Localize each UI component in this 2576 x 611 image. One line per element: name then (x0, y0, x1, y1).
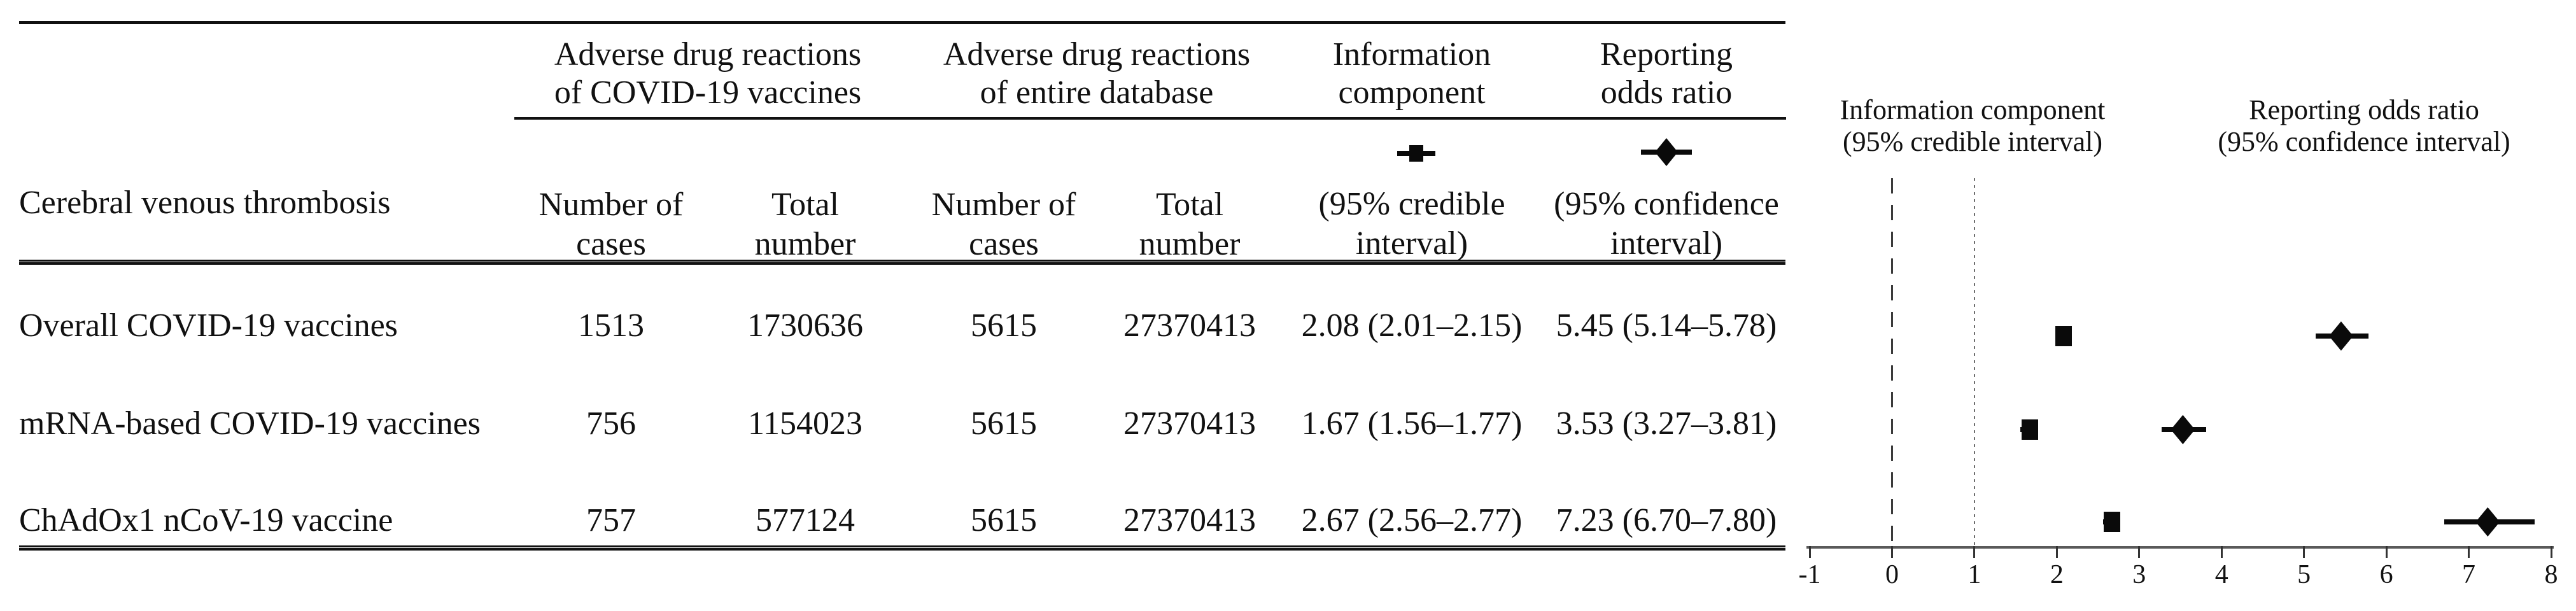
axis-tick-label: 2 (2050, 560, 2064, 589)
subheader-total-vaccines: Total number (710, 185, 901, 264)
diamond-marker-icon (2171, 415, 2195, 444)
subheader-line: Total (1155, 186, 1224, 223)
group-header-database-line1: Adverse drug reactions (943, 36, 1251, 73)
column-header-reporting-odds-ratio: Reporting odds ratio (1507, 36, 1826, 112)
cell-total-database: 27370413 (1123, 405, 1256, 442)
subheader-cases-database: Number of cases (908, 185, 1099, 264)
group-header-vaccines-line1: Adverse drug reactions (554, 36, 862, 73)
diamond-marker-icon (2475, 507, 2500, 537)
table-top-rule (19, 21, 1785, 24)
subheader-line: cases (576, 226, 646, 262)
axis-tick-label: 1 (1967, 560, 1981, 589)
cell-cases-database: 5615 (971, 502, 1037, 538)
subheader-line: interval) (1610, 225, 1723, 262)
diamond-marker-icon (1655, 138, 1678, 166)
plot-title-ror-line1: Reporting odds ratio (2249, 94, 2479, 125)
group-header-underline (514, 117, 1786, 120)
diamond-marker-icon (2328, 321, 2353, 351)
table-bottom-rule (19, 545, 1785, 551)
plot-title-information-component: Information component (95% credible inte… (1807, 94, 2138, 158)
axis-tick-label: 7 (2462, 560, 2476, 589)
axis-tick (2138, 546, 2141, 558)
subheader-line: Number of (538, 186, 684, 223)
ic-header-line1: Information (1332, 36, 1491, 73)
subheader-line: number (1139, 226, 1241, 262)
cell-reporting-odds-ratio: 7.23 (6.70–7.80) (1556, 502, 1777, 538)
cell-reporting-odds-ratio: 5.45 (5.14–5.78) (1556, 307, 1777, 344)
subheader-cases-vaccines: Number of cases (516, 185, 707, 264)
axis-tick (2385, 546, 2388, 558)
row-label: mRNA-based COVID-19 vaccines (19, 405, 481, 442)
axis-tick (2220, 546, 2223, 558)
square-marker-icon (1409, 145, 1423, 162)
cell-cases-vaccines: 1513 (578, 307, 644, 344)
ror-legend (1641, 137, 1692, 167)
subheader-line: interval) (1355, 225, 1468, 262)
plot-title-ic-line2: (95% credible interval) (1842, 126, 2103, 157)
group-header-database-line2: of entire database (980, 74, 1214, 111)
cell-cases-vaccines: 757 (586, 502, 636, 538)
square-marker-icon (2104, 512, 2121, 532)
cell-total-vaccines: 1730636 (747, 307, 863, 344)
axis-tick-label: 4 (2214, 560, 2228, 589)
square-marker-icon (2055, 326, 2072, 346)
subheader-line: cases (969, 226, 1039, 262)
axis-tick (2303, 546, 2305, 558)
plot-title-ic-line1: Information component (1840, 94, 2106, 125)
cell-information-component: 2.67 (2.56–2.77) (1301, 502, 1523, 538)
subheader-total-database: Total number (1094, 185, 1285, 264)
x-axis-line (1806, 546, 2554, 549)
axis-tick (2550, 546, 2552, 558)
axis-tick (2055, 546, 2058, 558)
cell-total-database: 27370413 (1123, 502, 1256, 538)
group-header-database: Adverse drug reactions of entire databas… (925, 36, 1269, 112)
plot-title-reporting-odds-ratio: Reporting odds ratio (95% confidence int… (2186, 94, 2542, 158)
cell-information-component: 1.67 (1.56–1.77) (1301, 405, 1523, 442)
axis-tick (1890, 546, 1893, 558)
subheader-line: number (754, 226, 856, 262)
axis-tick-label: 6 (2379, 560, 2393, 589)
table-mid-rule (19, 260, 1785, 265)
cell-total-database: 27370413 (1123, 307, 1256, 344)
subheader-credible-interval: (95% credible interval) (1284, 185, 1539, 263)
ic-header-line2: component (1338, 74, 1486, 111)
cell-information-component: 2.08 (2.01–2.15) (1301, 307, 1523, 344)
column-header-information-component: Information component (1253, 36, 1571, 112)
subheader-line: (95% credible (1318, 186, 1505, 222)
cell-cases-vaccines: 756 (586, 405, 636, 442)
row-label: Overall COVID-19 vaccines (19, 307, 398, 344)
stub-header: Cerebral venous thrombosis (19, 185, 391, 221)
subheader-line: Number of (931, 186, 1076, 223)
row-label: ChAdOx1 nCoV-19 vaccine (19, 502, 393, 538)
subheader-line: Total (771, 186, 840, 223)
axis-tick (1973, 546, 1976, 558)
plot-title-ror-line2: (95% confidence interval) (2218, 126, 2510, 157)
axis-tick (1808, 546, 1811, 558)
ic-legend (1397, 143, 1435, 164)
axis-tick (2468, 546, 2470, 558)
axis-tick-label: 5 (2297, 560, 2311, 589)
group-header-vaccines-line2: of COVID-19 vaccines (554, 74, 862, 111)
subheader-confidence-interval: (95% confidence interval) (1533, 185, 1800, 263)
group-header-vaccines: Adverse drug reactions of COVID-19 vacci… (536, 36, 880, 112)
ror-header-line1: Reporting (1600, 36, 1733, 73)
reference-line-zero (1891, 178, 1894, 547)
axis-tick-label: 8 (2544, 560, 2558, 589)
subheader-line: (95% confidence (1554, 186, 1779, 222)
cell-reporting-odds-ratio: 3.53 (3.27–3.81) (1556, 405, 1777, 442)
square-marker-icon (2021, 419, 2038, 440)
axis-tick-label: 0 (1885, 560, 1899, 589)
cell-total-vaccines: 1154023 (747, 405, 863, 442)
cell-total-vaccines: 577124 (756, 502, 855, 538)
axis-tick-label: 3 (2132, 560, 2146, 589)
axis-tick-label: -1 (1798, 560, 1821, 589)
cell-cases-database: 5615 (971, 307, 1037, 344)
cell-cases-database: 5615 (971, 405, 1037, 442)
ror-header-line2: odds ratio (1600, 74, 1733, 111)
reference-line-one (1973, 178, 1975, 547)
